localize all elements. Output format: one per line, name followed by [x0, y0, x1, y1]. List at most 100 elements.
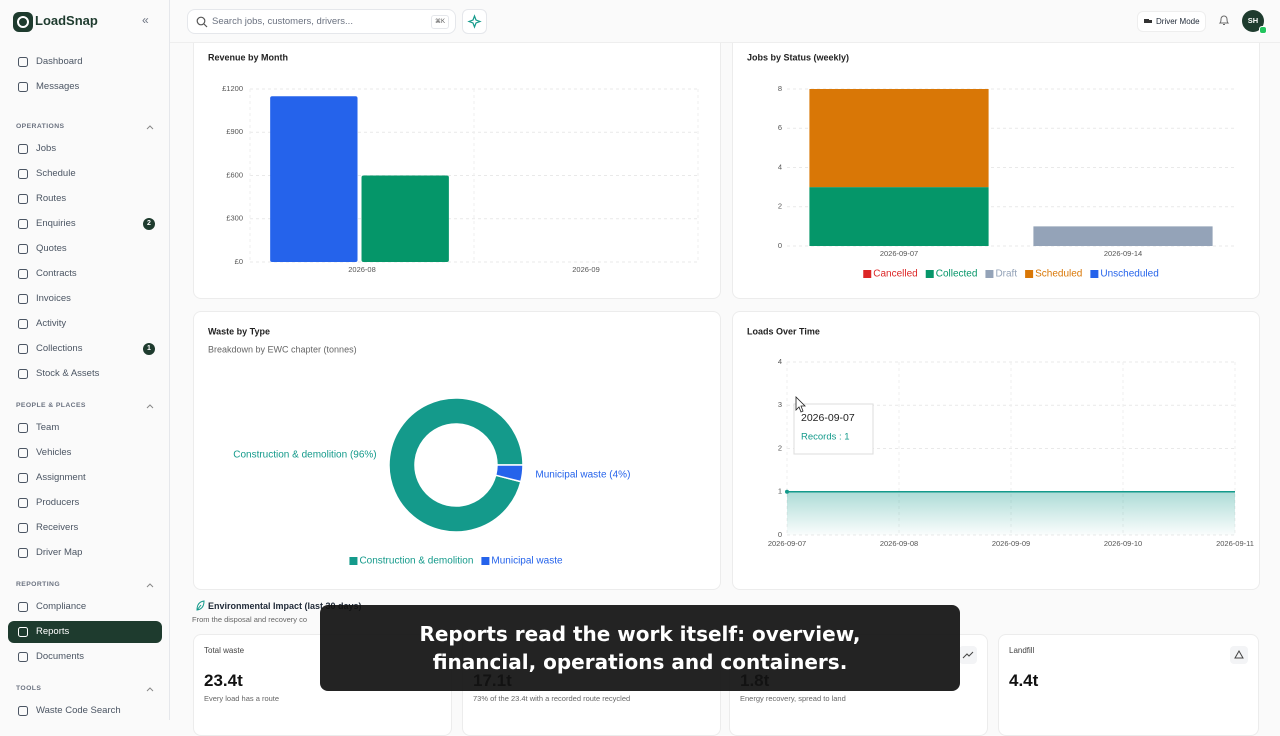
icon	[962, 651, 974, 659]
nav-label: Quotes	[36, 243, 67, 254]
sidebar: LoadSnap « Dashboard Messages OPERATIONS Jo…	[0, 0, 170, 720]
nav-item[interactable]: Reports	[8, 621, 162, 643]
stat-card: Landfill 4.4t	[998, 634, 1259, 736]
nav-label: Waste Code Search	[36, 705, 121, 716]
nav-label: Invoices	[36, 293, 71, 304]
nav-item[interactable]: Vehicles	[8, 442, 162, 464]
nav-icon	[18, 219, 28, 229]
legend-label: Unscheduled	[1100, 269, 1158, 280]
nav-item[interactable]: Assignment	[8, 467, 162, 489]
nav-icon	[18, 319, 28, 329]
nav-item[interactable]: Documents	[8, 646, 162, 668]
nav-icon	[18, 82, 28, 92]
truck-icon	[1144, 19, 1152, 23]
nav-badge: 1	[143, 343, 155, 355]
nav-icon	[18, 523, 28, 533]
nav-label: Compliance	[36, 601, 87, 612]
nav-icon	[18, 423, 28, 433]
legend-label: Collected	[936, 269, 978, 280]
nav-item[interactable]: Dashboard	[8, 51, 162, 73]
icon-shape	[18, 269, 28, 279]
y-tick-label: 0	[778, 530, 782, 539]
legend-swatch	[1090, 270, 1099, 278]
nav-icon	[18, 498, 28, 508]
brand: LoadSnap	[35, 13, 98, 28]
nav-item[interactable]: Schedule	[8, 163, 162, 185]
nav-item[interactable]: Messages	[8, 76, 162, 98]
sparkle-icon	[467, 14, 482, 29]
nav-icon	[18, 706, 28, 716]
y-tick-label: £0	[235, 257, 243, 266]
legend-label: Municipal waste	[491, 556, 563, 567]
icon-shape	[18, 294, 28, 304]
leaf-icon	[196, 600, 205, 611]
nav-label: Producers	[36, 497, 80, 508]
y-tick-label: £1200	[222, 84, 243, 93]
nav-item[interactable]: Stock & Assets	[8, 363, 162, 385]
icon-shape	[18, 498, 28, 508]
nav-icon	[18, 294, 28, 304]
chart: Jobs by Status (weekly) 0 2 4 6 8 2026-09-07 20…	[747, 52, 1235, 280]
donut-slice	[494, 464, 524, 483]
nav-icon	[18, 473, 28, 483]
nav-item[interactable]: Team	[8, 417, 162, 439]
search-box[interactable]: Search jobs, customers, drivers... ⌘K	[187, 9, 456, 34]
nav-item[interactable]: Producers	[8, 492, 162, 514]
nav-label: Driver Map	[36, 547, 83, 558]
chart-title: Loads Over Time	[747, 326, 820, 336]
nav-icon	[18, 548, 28, 558]
icon-shape	[18, 602, 28, 612]
stat-value: 4.4t	[1009, 671, 1039, 690]
nav-label: Schedule	[36, 168, 76, 179]
icon-shape	[1234, 649, 1244, 659]
search-placeholder: Search jobs, customers, drivers...	[212, 16, 353, 27]
area	[787, 491, 1235, 535]
icon	[1234, 649, 1244, 659]
nav-label: Receivers	[36, 522, 79, 533]
driver-mode-button[interactable]: Driver Mode	[1137, 11, 1206, 32]
chart-card: Jobs by Status (weekly) 0 2 4 6 8 2026-09-07 20…	[732, 30, 1260, 299]
chart-body: Waste by Type Breakdown by EWC chapter (t…	[208, 326, 630, 566]
nav-item[interactable]: Enquiries 2	[8, 213, 162, 235]
nav-item[interactable]: Activity	[8, 313, 162, 335]
icon-shape	[18, 706, 28, 716]
chart-title: Revenue by Month	[208, 52, 288, 62]
x-tick-label: 2026-09-07	[768, 539, 806, 548]
avatar[interactable]: SH	[1242, 10, 1264, 32]
nav-icon	[18, 57, 28, 67]
ai-button[interactable]	[462, 9, 487, 34]
donut-slice	[388, 397, 524, 533]
y-tick-label: 3	[778, 400, 782, 409]
nav-item[interactable]: Compliance	[8, 596, 162, 618]
nav-item[interactable]: Waste Code Search	[8, 700, 162, 722]
chart-body: Revenue by Month £0 £300 £600 £900 £1200 2026-…	[208, 52, 699, 274]
legend-swatch	[863, 270, 872, 278]
nav-item[interactable]: Driver Map	[8, 542, 162, 564]
nav-item[interactable]: Routes	[8, 188, 162, 210]
nav-item[interactable]: Quotes	[8, 238, 162, 260]
section-title: Environmental Impact (last 30 days)	[208, 601, 362, 611]
icon-shape	[18, 423, 28, 433]
nav-item[interactable]: Receivers	[8, 517, 162, 539]
slice-label: Municipal waste (4%)	[535, 470, 630, 481]
y-tick-label: £600	[226, 170, 243, 179]
bell-icon[interactable]	[1217, 13, 1231, 27]
nav-item[interactable]: Jobs	[8, 138, 162, 160]
legend-swatch	[481, 557, 490, 565]
nav-label: Assignment	[36, 472, 86, 483]
nav-label: Messages	[36, 81, 80, 92]
y-tick-label: 4	[778, 162, 782, 171]
icon-shape	[18, 244, 28, 254]
stat-note: Every load has a route	[204, 694, 280, 703]
search-icon	[196, 16, 208, 28]
icon-shape	[18, 652, 28, 662]
nav-item[interactable]: Collections 1	[8, 338, 162, 360]
chart-subtitle: Breakdown by EWC chapter (tonnes)	[208, 344, 357, 354]
nav-item[interactable]: Invoices	[8, 288, 162, 310]
stat-value: 23.4t	[204, 671, 243, 690]
topbar: Search jobs, customers, drivers... ⌘K Dr…	[170, 0, 1280, 43]
collapse-button[interactable]: «	[142, 13, 149, 27]
nav-label: Stock & Assets	[36, 368, 100, 379]
nav-item[interactable]: Contracts	[8, 263, 162, 285]
